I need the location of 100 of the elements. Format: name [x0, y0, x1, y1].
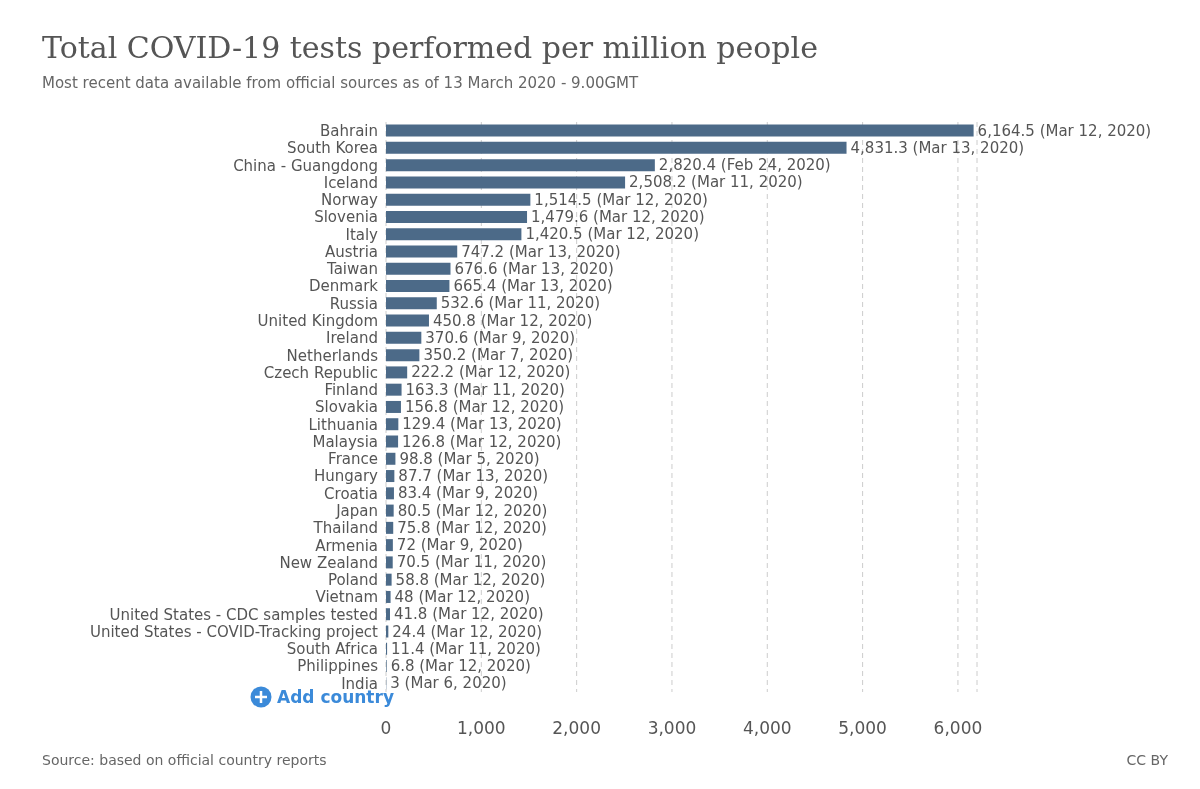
y-tick-label: Japan — [335, 501, 378, 520]
y-tick-label: Vietnam — [315, 588, 378, 607]
chart-subtitle: Most recent data available from official sources as of 13 March 2020 - 9.00GMT — [42, 74, 639, 92]
data-label: 58.8 (Mar 12, 2020) — [395, 570, 546, 589]
data-label: 665.4 (Mar 13, 2020) — [453, 277, 613, 296]
data-label: 48 (Mar 12, 2020) — [394, 587, 531, 606]
data-label: 2,508.2 (Mar 11, 2020) — [629, 173, 803, 192]
y-tick-label: United Kingdom — [257, 311, 378, 330]
data-label: 222.2 (Mar 12, 2020) — [411, 363, 571, 382]
data-label: 370.6 (Mar 9, 2020) — [425, 328, 576, 347]
y-tick-label: Slovenia — [314, 208, 378, 227]
x-tick-label: 6,000 — [933, 718, 983, 739]
chart-title: Total COVID-19 tests performed per million people — [42, 30, 818, 65]
data-label: 24.4 (Mar 12, 2020) — [392, 622, 543, 641]
y-tick-label: Italy — [345, 225, 379, 244]
x-tick-label: 0 — [380, 718, 392, 739]
bar — [386, 349, 420, 362]
y-tick-label: Austria — [325, 242, 378, 261]
data-label: 72 (Mar 9, 2020) — [396, 536, 523, 555]
data-label: 129.4 (Mar 13, 2020) — [402, 415, 562, 434]
data-label: 747.2 (Mar 13, 2020) — [461, 242, 621, 261]
bar — [386, 556, 393, 569]
data-label: 3 (Mar 6, 2020) — [390, 674, 507, 693]
y-tick-label: United States - COVID-Tracking project — [89, 622, 379, 641]
bar — [386, 470, 395, 483]
bar — [386, 245, 458, 258]
source-note: Source: based on official country reports — [42, 752, 327, 768]
data-label: 98.8 (Mar 5, 2020) — [399, 449, 540, 468]
bar — [386, 452, 396, 465]
text: CC BY — [1126, 752, 1168, 768]
bar — [386, 210, 528, 223]
data-label: 532.6 (Mar 11, 2020) — [440, 294, 601, 313]
y-tick-label: Finland — [324, 381, 378, 400]
y-tick-label: Croatia — [324, 484, 378, 503]
bar — [386, 331, 422, 344]
y-tick-label: Hungary — [313, 467, 379, 486]
data-label: 126.8 (Mar 12, 2020) — [402, 432, 562, 451]
y-tick-label: Armenia — [315, 536, 378, 555]
data-label: 83.4 (Mar 9, 2020) — [397, 484, 539, 503]
data-label: 4,831.3 (Mar 13, 2020) — [850, 138, 1025, 157]
y-tick-label: Netherlands — [286, 346, 379, 365]
data-label: 2,820.4 (Feb 24, 2020) — [658, 156, 831, 175]
bar — [386, 521, 394, 534]
bar — [386, 124, 974, 137]
bar — [386, 418, 399, 431]
y-tick-label: South Korea — [287, 139, 378, 158]
y-tick-label: United States - CDC samples tested — [109, 605, 378, 624]
data-label: 1,479.6 (Mar 12, 2020) — [531, 207, 705, 226]
data-label: 450.8 (Mar 12, 2020) — [432, 311, 593, 330]
bar — [386, 159, 655, 172]
y-tick-label: Taiwan — [325, 260, 378, 279]
x-tick-label: 2,000 — [552, 718, 601, 739]
data-label: 1,420.5 (Mar 12, 2020) — [525, 225, 699, 244]
y-tick-label: Russia — [329, 294, 378, 313]
bar — [386, 193, 531, 206]
bar — [386, 297, 437, 310]
bar — [386, 608, 390, 621]
bar — [386, 573, 392, 586]
bar — [386, 400, 401, 413]
data-label: 6.8 (Mar 12, 2020) — [390, 657, 531, 676]
y-tick-label: China - Guangdong — [233, 156, 378, 175]
data-label: 80.5 (Mar 12, 2020) — [397, 501, 548, 520]
x-tick-label: 1,000 — [456, 718, 506, 739]
y-tick-label: France — [328, 450, 378, 469]
data-label: 87.7 (Mar 13, 2020) — [398, 467, 549, 486]
bar — [386, 366, 408, 379]
data-label: 70.5 (Mar 11, 2020) — [396, 553, 547, 572]
data-label: 75.8 (Mar 12, 2020) — [397, 518, 547, 537]
y-tick-label: Czech Republic — [263, 363, 378, 382]
data-label: 11.4 (Mar 11, 2020) — [391, 639, 541, 658]
y-tick-label: South Africa — [286, 640, 378, 659]
data-label: 1,514.5 (Mar 12, 2020) — [534, 190, 708, 209]
x-tick-label: 5,000 — [838, 718, 887, 739]
bar — [386, 176, 626, 189]
data-label: 41.8 (Mar 12, 2020) — [393, 605, 544, 624]
bar — [386, 435, 399, 448]
bar — [386, 262, 451, 275]
bar — [386, 590, 391, 603]
y-tick-label: Malaysia — [312, 432, 378, 451]
bar — [386, 314, 429, 327]
x-tick-label: 3,000 — [647, 718, 697, 739]
data-label: 156.8 (Mar 12, 2020) — [404, 397, 565, 416]
y-tick-label: New Zealand — [279, 553, 378, 572]
bar — [386, 228, 522, 241]
y-tick-label: Denmark — [309, 277, 379, 296]
y-tick-label: Lithuania — [308, 415, 378, 434]
data-label: 6,164.5 (Mar 12, 2020) — [977, 121, 1152, 140]
bar — [386, 383, 402, 396]
y-tick-label: Ireland — [326, 329, 378, 348]
bar — [386, 280, 450, 293]
y-tick-label: Thailand — [312, 519, 378, 538]
bar — [386, 539, 393, 552]
data-label: 676.6 (Mar 13, 2020) — [454, 259, 614, 278]
y-tick-label: Poland — [327, 571, 378, 590]
data-label: 350.2 (Mar 7, 2020) — [423, 346, 574, 365]
bar — [386, 487, 394, 500]
y-tick-label: Norway — [321, 191, 379, 210]
data-label: 163.3 (Mar 11, 2020) — [405, 380, 565, 399]
y-tick-label: Philippines — [297, 657, 379, 676]
y-tick-label: Bahrain — [319, 121, 378, 140]
